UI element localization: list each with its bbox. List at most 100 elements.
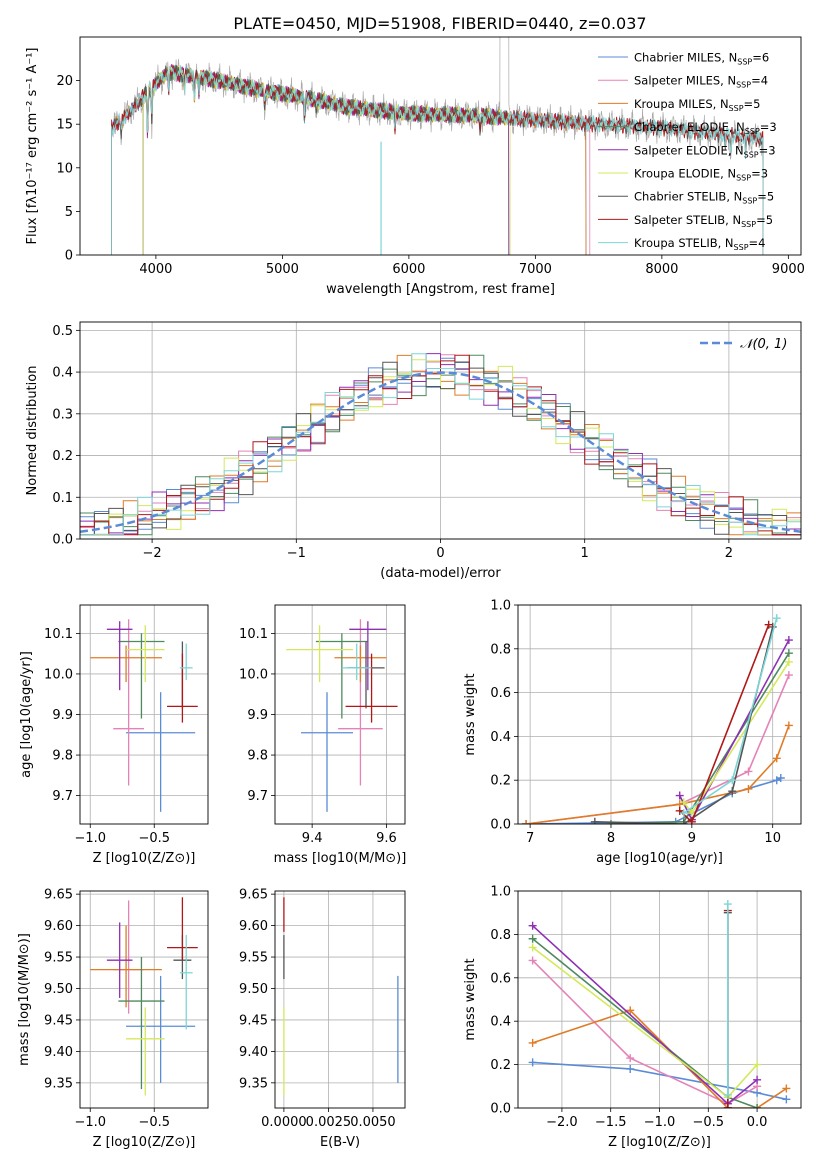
x-tick-label: −2.0 xyxy=(546,1115,578,1130)
y-tick-label: 0.6 xyxy=(490,971,511,986)
x-tick-label: 7000 xyxy=(519,262,552,277)
gridlines xyxy=(275,605,405,824)
x-axis-label: (data-model)/error xyxy=(380,566,501,581)
errorbar-salpeter-miles xyxy=(113,619,144,786)
errorbar-salpeter-elodie xyxy=(106,922,133,998)
plot-area xyxy=(90,619,198,812)
y-tick-label: 9.65 xyxy=(239,888,268,903)
y-tick-label: 9.50 xyxy=(239,982,268,997)
y-tick-label: 0.1 xyxy=(52,491,73,506)
series-marker xyxy=(728,787,737,796)
series-marker xyxy=(753,1075,762,1084)
y-tick-label: 9.35 xyxy=(44,1076,73,1091)
x-tick-label: −2 xyxy=(143,546,162,561)
series-marker xyxy=(782,1095,791,1104)
y-tick-label: 20 xyxy=(56,74,73,89)
errorbar-salpeter-stelib xyxy=(167,653,198,723)
series-marker xyxy=(776,774,785,783)
normal-legend-label: 𝒩(0, 1) xyxy=(740,337,787,352)
x-tick-label: −1.0 xyxy=(74,1115,106,1130)
x-tick-label: 0.0000 xyxy=(261,1115,307,1130)
series-kroupa-stelib xyxy=(723,900,732,1099)
y-tick-label: 9.7 xyxy=(52,789,73,804)
plot-layer: 4000 5000 6000 7000 8000 900005101520waveleng… xyxy=(17,36,805,1150)
panel-5: 7 8 9 10 0.0 0.2 0.4 0.6 0.8 1.0 age [log10(age/yr… xyxy=(463,599,802,866)
x-tick-label: 10 xyxy=(764,831,781,846)
series-marker xyxy=(784,636,793,645)
plot-area xyxy=(90,897,198,1096)
x-tick-label: −1.0 xyxy=(644,1115,676,1130)
x-tick-label: −1.0 xyxy=(74,831,106,846)
plot-area xyxy=(283,897,399,1096)
axes-frame xyxy=(79,36,802,256)
x-axis-label: Z [log10(Z/Z⊙)] xyxy=(93,851,196,866)
plot-area xyxy=(286,619,398,812)
y-axis-label: mass weight xyxy=(463,958,478,1040)
x-tick-label: 5000 xyxy=(266,262,299,277)
errorbar-kroupa-miles xyxy=(334,645,387,683)
y-tick-label: 1.0 xyxy=(490,885,511,900)
x-axis-label: Z [log10(Z/Z⊙)] xyxy=(93,1135,196,1150)
panel-6: −1.0 −0.5 9.35 9.40 9.45 9.50 9.55 9.60 9.65 Z [l… xyxy=(17,888,209,1150)
panel-8: −2.0 −1.5 −1.0 −0.5 0.0 0.0 0.2 0.4 0.6 0.8 1.0 Z [… xyxy=(463,885,802,1150)
series-marker xyxy=(753,1060,762,1069)
x-tick-label: −0.5 xyxy=(138,1115,170,1130)
legend-label-chabrier-stelib: Chabrier STELIB, NSSP=5 xyxy=(634,190,774,206)
y-tick-label: 9.65 xyxy=(44,888,73,903)
axes-frame xyxy=(517,604,802,825)
x-tick-label: 8000 xyxy=(645,262,678,277)
series-marker xyxy=(772,776,781,785)
y-tick-label: 9.9 xyxy=(247,708,268,723)
errorbar-kroupa-elodie xyxy=(126,1007,165,1096)
legend-label-kroupa-miles: Kroupa MILES, NSSP=5 xyxy=(634,97,760,113)
series-marker xyxy=(723,900,732,909)
y-tick-label: 9.40 xyxy=(239,1045,268,1060)
x-tick-label: 9 xyxy=(688,831,696,846)
series-marker xyxy=(675,806,684,815)
series-marker xyxy=(772,754,781,763)
y-tick-label: 9.60 xyxy=(44,919,73,934)
x-axis-label: wavelength [Angstrom, rest frame] xyxy=(326,282,555,297)
y-tick-label: 9.8 xyxy=(52,749,73,764)
legend-label-salpeter-stelib: Salpeter STELIB, NSSP=5 xyxy=(634,213,773,229)
errorbar-kroupa-elodie xyxy=(286,625,353,683)
x-axis-label: age [log10(age/yr)] xyxy=(596,851,723,866)
y-tick-label: 0.0 xyxy=(52,533,73,548)
errorbar-kroupa-stelib xyxy=(341,643,372,681)
series-marker xyxy=(728,776,737,785)
series-marker xyxy=(590,817,599,824)
series-marker xyxy=(723,1090,732,1099)
series-marker xyxy=(679,798,688,807)
y-tick-label: 9.8 xyxy=(247,749,268,764)
errorbar-chabrier-miles xyxy=(301,692,353,812)
y-axis-label: mass weight xyxy=(463,673,478,755)
series-marker xyxy=(768,622,777,631)
y-tick-label: 10.1 xyxy=(44,627,73,642)
errorbar-chabrier-miles xyxy=(126,975,196,1083)
spectrum-legend: Chabrier MILES, NSSP=6 Salpeter MILES, NS… xyxy=(598,51,777,252)
normal-curve xyxy=(80,371,801,533)
series-marker xyxy=(606,820,615,824)
y-tick-label: 9.50 xyxy=(44,982,73,997)
legend-label-salpeter-miles: Salpeter MILES, NSSP=4 xyxy=(634,74,768,90)
series-marker xyxy=(764,620,773,629)
errorbar-chabrier-miles xyxy=(126,692,196,812)
histogram-chabrier-stelib xyxy=(80,361,801,539)
errorbar-kroupa-miles xyxy=(90,645,162,683)
axes-frame xyxy=(274,890,406,1109)
y-tick-label: 9.40 xyxy=(44,1045,73,1060)
series-line xyxy=(532,1009,787,1108)
legend-label-kroupa-stelib: Kroupa STELIB, NSSP=4 xyxy=(634,236,765,252)
series-marker xyxy=(679,809,688,818)
series-marker xyxy=(744,767,753,776)
x-tick-label: 0 xyxy=(436,546,444,561)
y-tick-label: 9.35 xyxy=(239,1076,268,1091)
series-line xyxy=(532,959,758,1105)
x-tick-label: −0.5 xyxy=(693,1115,725,1130)
series-marker xyxy=(528,943,537,952)
series-marker xyxy=(772,614,781,623)
series-marker xyxy=(744,784,753,793)
plot-area xyxy=(111,37,764,255)
